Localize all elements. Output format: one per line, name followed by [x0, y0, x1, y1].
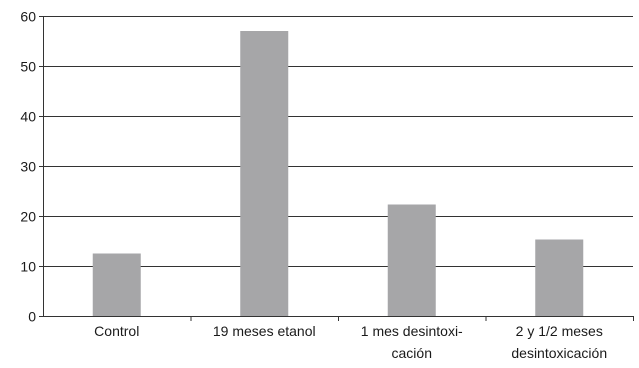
- x-category-label: cación: [392, 345, 432, 361]
- bars: [92, 31, 584, 316]
- x-category-label: 2 y 1/2 meses: [516, 323, 603, 339]
- y-tick-label: 0: [28, 309, 36, 325]
- bar: [535, 239, 584, 316]
- y-tick-label: 60: [20, 9, 36, 25]
- gridlines: [43, 16, 633, 267]
- y-tick-label: 10: [20, 259, 36, 275]
- x-category-label: 19 meses etanol: [213, 323, 316, 339]
- y-tick-label: 20: [20, 209, 36, 225]
- axes: [39, 16, 634, 321]
- bar: [240, 31, 289, 316]
- y-tick-label: 40: [20, 109, 36, 125]
- y-tick-label: 50: [20, 59, 36, 75]
- y-tick-label: 30: [20, 159, 36, 175]
- x-category-label: 1 mes desintoxi-: [361, 323, 463, 339]
- x-category-labels: Control 19 meses etanol 1 mes desintoxi-ca…: [94, 323, 607, 361]
- x-category-label: desintoxicación: [511, 345, 607, 361]
- x-category-label: Control: [94, 323, 139, 339]
- y-tick-labels: 0 10 20 30 40 50 60: [20, 9, 36, 325]
- bar: [92, 253, 141, 316]
- bar: [387, 204, 436, 316]
